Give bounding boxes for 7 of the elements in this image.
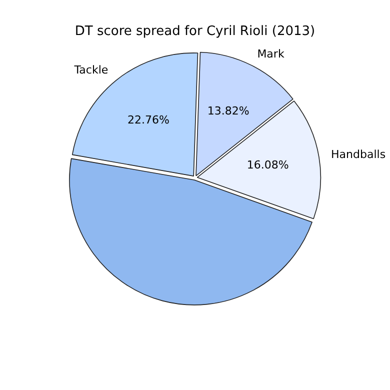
slice-label: Mark: [257, 48, 285, 61]
slice-label: Tackle: [73, 64, 108, 77]
slice-label: Handballs: [331, 148, 386, 162]
data-label: 22.76%: [128, 113, 170, 126]
chart-title: DT score spread for Cyril Rioli (2013): [74, 24, 316, 40]
data-label: 16.08%: [246, 158, 289, 172]
data-label: 13.82%: [207, 104, 250, 118]
